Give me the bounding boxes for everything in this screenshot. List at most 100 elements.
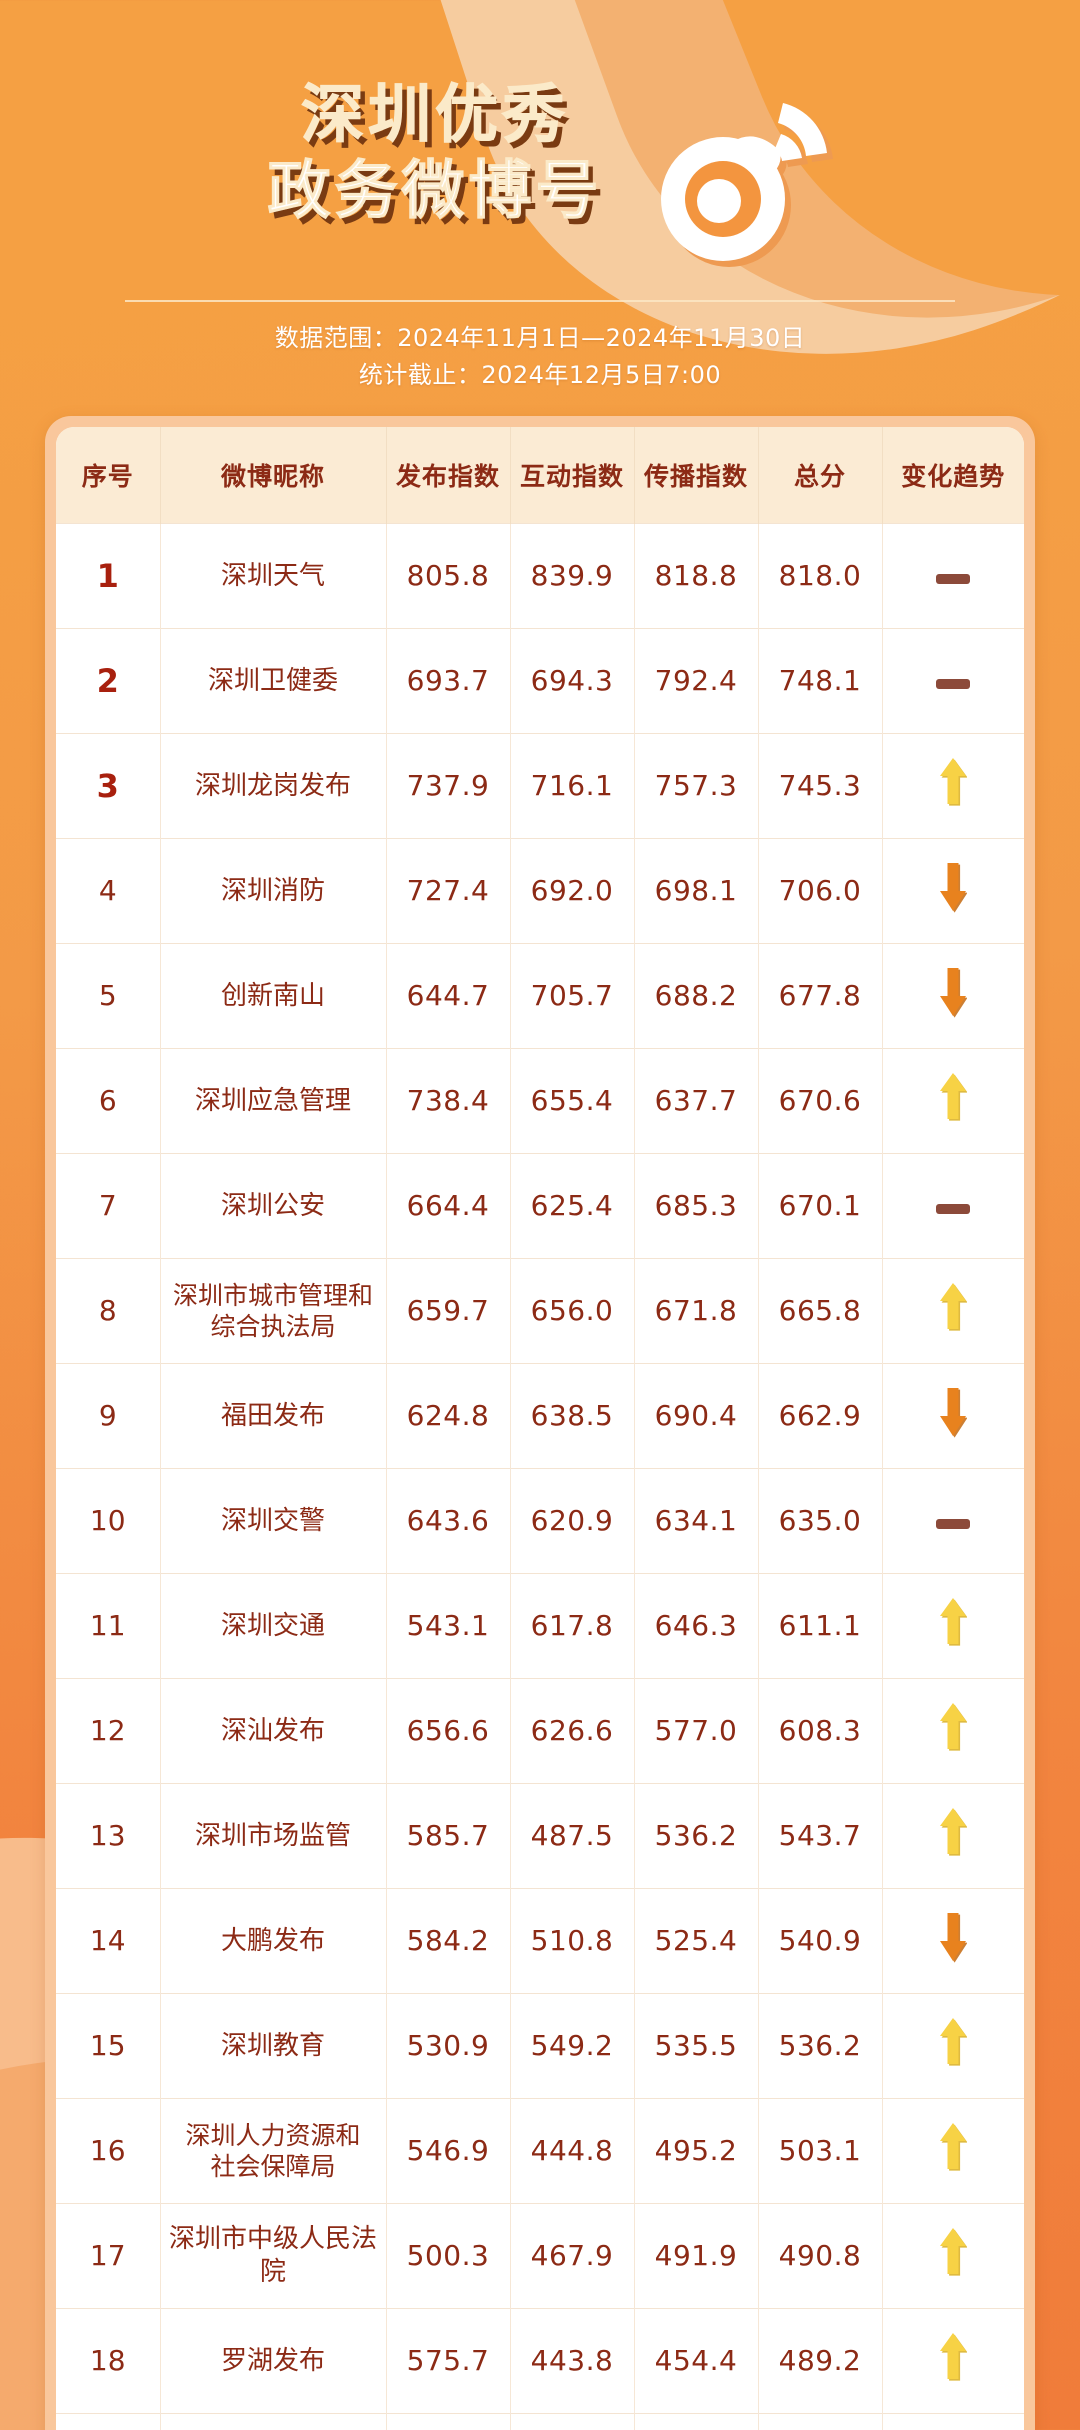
cell-name: 深圳交警: [160, 1467, 387, 1574]
table-row[interactable]: 9 福田发布 624.8 638.5 690.4 662.9: [56, 1362, 1024, 1469]
cell-publish-index: 546.9: [386, 2097, 511, 2204]
cell-name: 深圳教育: [160, 1992, 387, 2099]
table-row[interactable]: 1 深圳天气 805.8 839.9 818.8 818.0: [56, 522, 1024, 629]
trend-down-icon: [939, 861, 968, 913]
cell-interaction-index: 655.4: [510, 1047, 635, 1154]
cell-total-score: 536.2: [758, 1992, 883, 2099]
trend-up-icon: [939, 756, 968, 808]
cell-publish-index: 738.4: [386, 1047, 511, 1154]
cell-publish-index: 584.2: [386, 1887, 511, 1994]
ranking-table: 序号 微博昵称 发布指数 互动指数 传播指数 总分 变化趋势 1 深圳天气 805.…: [56, 427, 1024, 2430]
table-row[interactable]: 14 大鹏发布 584.2 510.8 525.4 540.9: [56, 1887, 1024, 1994]
cell-rank: 11: [56, 1572, 161, 1679]
cell-total-score: 662.9: [758, 1362, 883, 1469]
cell-total-score: 706.0: [758, 837, 883, 944]
trend-up-icon: [939, 1596, 968, 1648]
cell-trend: [882, 732, 1024, 839]
column-header-spread: 传播指数: [634, 427, 759, 524]
table-row[interactable]: 19光明发布605.7503.0402.7478.7: [56, 2412, 1024, 2430]
table-row[interactable]: 6 深圳应急管理 738.4 655.4 637.7 670.6: [56, 1047, 1024, 1154]
cell-publish-index: 656.6: [386, 1677, 511, 1784]
table-row[interactable]: 17 深圳市中级人民法院 500.3 467.9 491.9 490.8: [56, 2202, 1024, 2309]
table-row[interactable]: 5 创新南山 644.7 705.7 688.2 677.8: [56, 942, 1024, 1049]
cell-total-score: 503.1: [758, 2097, 883, 2204]
cell-total-score: 540.9: [758, 1887, 883, 1994]
cell-name: 大鹏发布: [160, 1887, 387, 1994]
column-header-total: 总分: [758, 427, 883, 524]
header: 深圳优秀 政务微博号: [0, 0, 1080, 300]
cell-spread-index: 688.2: [634, 942, 759, 1049]
cell-name: 深圳卫健委: [160, 627, 387, 734]
cell-trend: [882, 522, 1024, 629]
table-row[interactable]: 7 深圳公安 664.4 625.4 685.3 670.1: [56, 1152, 1024, 1259]
table-row[interactable]: 2 深圳卫健委 693.7 694.3 792.4 748.1: [56, 627, 1024, 734]
cell-interaction-index: 694.3: [510, 627, 635, 734]
cell-total-score: 543.7: [758, 1782, 883, 1889]
table-row[interactable]: 12 深汕发布 656.6 626.6 577.0 608.3: [56, 1677, 1024, 1784]
column-header-rank: 序号: [56, 427, 161, 524]
trend-up-icon: [939, 2331, 968, 2383]
trend-flat-icon: [936, 1519, 971, 1530]
cell-publish-index: 727.4: [386, 837, 511, 944]
cell-total-score: 489.2: [758, 2307, 883, 2414]
trend-up-icon: [939, 2121, 968, 2173]
table-row[interactable]: 16 深圳人力资源和 社会保障局 546.9 444.8 495.2 503.1: [56, 2097, 1024, 2204]
cell-trend: [882, 1677, 1024, 1784]
table-row[interactable]: 15 深圳教育 530.9 549.2 535.5 536.2: [56, 1992, 1024, 2099]
title-line-1: 深圳优秀: [301, 78, 569, 151]
cell-name: 深圳天气: [160, 522, 387, 629]
cell-interaction-index: 549.2: [510, 1992, 635, 2099]
cell-trend: [882, 1047, 1024, 1154]
cell-total-score: 745.3: [758, 732, 883, 839]
trend-flat-icon: [936, 679, 971, 690]
cell-publish-index: 500.3: [386, 2202, 511, 2309]
table-row[interactable]: 18 罗湖发布 575.7 443.8 454.4 489.2: [56, 2307, 1024, 2414]
ranking-card-frame: 序号 微博昵称 发布指数 互动指数 传播指数 总分 变化趋势 1 深圳天气 805.…: [45, 416, 1035, 2430]
cell-name: 深圳人力资源和 社会保障局: [160, 2097, 387, 2204]
table-header-row: 序号 微博昵称 发布指数 互动指数 传播指数 总分 变化趋势: [56, 427, 1024, 524]
cell-rank: 10: [56, 1467, 161, 1574]
cell-trend: [882, 1992, 1024, 2099]
cell-total-score: 748.1: [758, 627, 883, 734]
cell-rank: 17: [56, 2202, 161, 2309]
trend-down-icon: [939, 966, 968, 1018]
cell-rank: 18: [56, 2307, 161, 2414]
title-line-2: 政务微博号: [267, 154, 603, 228]
cell-spread-index: 690.4: [634, 1362, 759, 1469]
cell-interaction-index: 444.8: [510, 2097, 635, 2204]
table-row[interactable]: 13 深圳市场监管 585.7 487.5 536.2 543.7: [56, 1782, 1024, 1889]
cell-trend: [882, 942, 1024, 1049]
cell-spread-index: 818.8: [634, 522, 759, 629]
table-row[interactable]: 8 深圳市城市管理和 综合执法局 659.7 656.0 671.8 665.8: [56, 1257, 1024, 1364]
trend-up-icon: [939, 1701, 968, 1753]
cell-interaction-index: 510.8: [510, 1887, 635, 1994]
cell-publish-index: 643.6: [386, 1467, 511, 1574]
trend-down-icon: [939, 1911, 968, 1963]
table-row[interactable]: 4 深圳消防 727.4 692.0 698.1 706.0: [56, 837, 1024, 944]
cell-total-score: 677.8: [758, 942, 883, 1049]
cell-spread-index: 671.8: [634, 1257, 759, 1364]
table-row[interactable]: 10 深圳交警 643.6 620.9 634.1 635.0: [56, 1467, 1024, 1574]
cell-publish-index: 605.7: [386, 2412, 511, 2430]
cell-trend: [882, 1467, 1024, 1574]
cell-interaction-index: 487.5: [510, 1782, 635, 1889]
cell-trend: [882, 1257, 1024, 1364]
cell-name: 深汕发布: [160, 1677, 387, 1784]
cell-name: 深圳市中级人民法院: [160, 2202, 387, 2309]
cell-rank: 9: [56, 1362, 161, 1469]
table-body: 1 深圳天气 805.8 839.9 818.8 818.0 2 深圳卫健委 693.7 694.…: [56, 522, 1024, 2430]
table-row[interactable]: 3 深圳龙岗发布 737.9 716.1 757.3 745.3: [56, 732, 1024, 839]
cell-publish-index: 585.7: [386, 1782, 511, 1889]
trend-up-icon: [939, 1281, 968, 1333]
trend-up-icon: [939, 1806, 968, 1858]
table-row[interactable]: 11 深圳交通 543.1 617.8 646.3 611.1: [56, 1572, 1024, 1679]
cell-publish-index: 693.7: [386, 627, 511, 734]
column-header-publish: 发布指数: [386, 427, 511, 524]
cell-total-score: 608.3: [758, 1677, 883, 1784]
cell-spread-index: 536.2: [634, 1782, 759, 1889]
cell-interaction-index: 626.6: [510, 1677, 635, 1784]
cell-publish-index: 530.9: [386, 1992, 511, 2099]
cell-total-score: 490.8: [758, 2202, 883, 2309]
trend-flat-icon: [936, 574, 971, 585]
cell-name: 深圳交通: [160, 1572, 387, 1679]
